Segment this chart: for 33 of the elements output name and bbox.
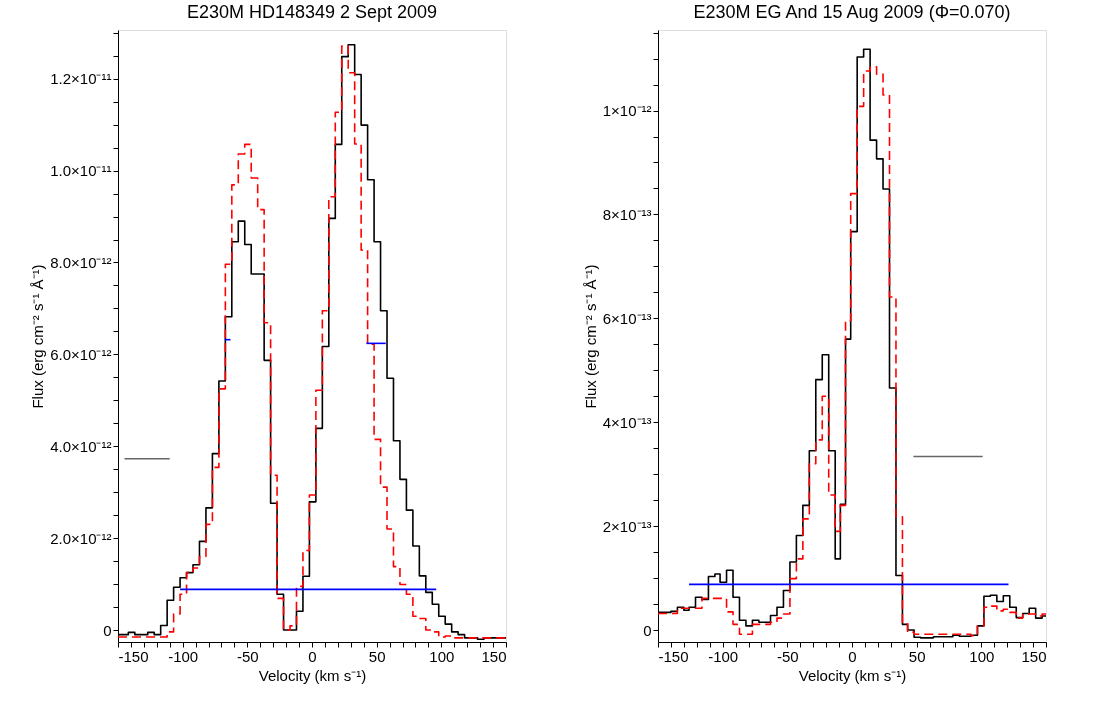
y-axis-title: Flux (erg cm⁻² s⁻¹ Å⁻¹) — [29, 264, 47, 409]
x-tick-label: 50 — [368, 647, 386, 665]
x-tick-label: 50 — [908, 647, 926, 665]
x-axis-title: Velocity (km s⁻¹) — [258, 666, 367, 684]
x-tick-label: 150 — [481, 647, 507, 665]
x-tick-label: 0 — [848, 647, 857, 665]
x-tick-label: -50 — [236, 647, 259, 665]
x-tick-label: -50 — [776, 647, 799, 665]
y-tick-label: 6.0×10⁻¹² — [50, 345, 112, 363]
y-tick-label: 2.0×10⁻¹² — [50, 529, 112, 547]
chart-title: E230M HD148349 2 Sept 2009 — [186, 1, 438, 22]
y-tick-label: 1.0×10⁻¹¹ — [50, 162, 112, 180]
y-tick-label: 0 — [643, 621, 652, 639]
y-tick-label: 6×10⁻¹³ — [602, 309, 652, 327]
x-tick-label: -100 — [168, 647, 199, 665]
y-tick-label: 1×10⁻¹² — [602, 102, 652, 120]
y-tick-label: 0 — [103, 621, 112, 639]
x-tick-label: -150 — [658, 647, 689, 665]
x-tick-label: 100 — [429, 647, 455, 665]
y-tick-label: 8×10⁻¹³ — [602, 205, 652, 223]
y-tick-label: 8.0×10⁻¹² — [50, 253, 112, 271]
x-tick-label: 150 — [1021, 647, 1047, 665]
x-tick-label: 100 — [969, 647, 995, 665]
x-axis-title: Velocity (km s⁻¹) — [798, 666, 907, 684]
y-tick-label: 4×10⁻¹³ — [602, 413, 652, 431]
x-tick-label: -150 — [118, 647, 149, 665]
y-tick-label: 2×10⁻¹³ — [602, 517, 652, 535]
chart-title: E230M EG And 15 Aug 2009 (Φ=0.070) — [693, 1, 1011, 22]
x-tick-label: 0 — [308, 647, 317, 665]
y-tick-label: 4.0×10⁻¹² — [50, 437, 112, 455]
y-tick-label: 1.2×10⁻¹¹ — [50, 70, 112, 88]
y-axis-title: Flux (erg cm⁻² s⁻¹ Å⁻¹) — [581, 264, 599, 409]
x-tick-label: -100 — [708, 647, 739, 665]
